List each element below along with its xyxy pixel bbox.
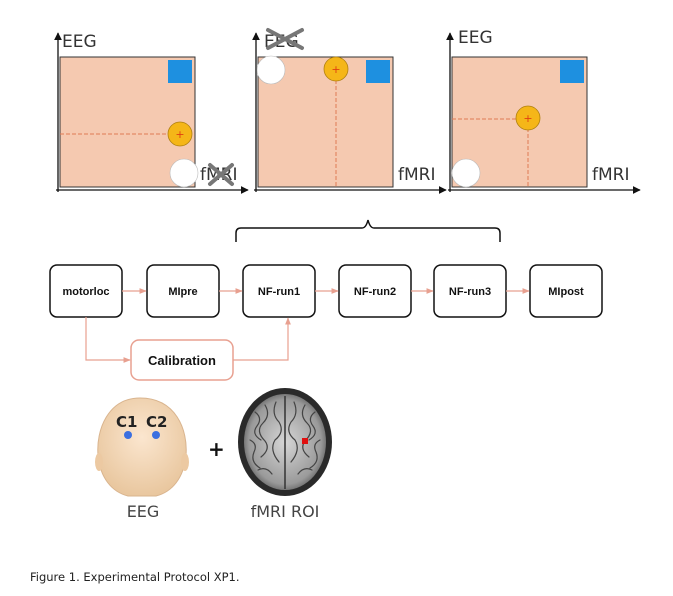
fmri-roi-marker (302, 438, 308, 444)
electrode-c1-label: C1 (116, 413, 137, 431)
calibration-arrows (85, 317, 291, 363)
panel-1: + EEG fMRI (54, 32, 249, 194)
brain-illustration (238, 388, 332, 496)
plus-sign: + (208, 437, 225, 461)
step-mipost-label: MIpost (548, 286, 584, 298)
panel-1-target-plus: + (175, 128, 184, 141)
panel-2-target-plus: + (331, 63, 340, 76)
calibration-step: Calibration (130, 339, 234, 381)
panel-3-y-label: EEG (458, 28, 493, 48)
step-nf-run3: NF-run3 (433, 264, 507, 318)
panel-2-white-circle (256, 55, 286, 85)
arrow-motorloc-calibration (85, 317, 131, 363)
panel-3-target-plus: + (523, 112, 532, 125)
head-right-ear (181, 453, 189, 471)
panel-3-blue-square (560, 60, 584, 83)
panel-2: + EEG fMRI (252, 28, 447, 194)
panel-1-blue-square (168, 60, 192, 83)
step-nf-run1-label: NF-run1 (258, 286, 300, 298)
electrode-c1-dot (124, 431, 132, 439)
figure-caption: Figure 1. Experimental Protocol XP1. (30, 570, 240, 584)
head-shape (97, 397, 187, 497)
step-mipost: MIpost (529, 264, 603, 318)
step-nf-run3-label: NF-run3 (449, 286, 491, 298)
step-nf-run1: NF-run1 (242, 264, 316, 318)
panel-1-x-label-cross (208, 163, 234, 186)
head-illustration: C1 C2 (95, 397, 189, 497)
nf-runs-brace (235, 219, 501, 242)
step-nf-run2-label: NF-run2 (354, 286, 396, 298)
electrode-c2-label: C2 (146, 413, 167, 431)
panel-3-target-circle (515, 105, 541, 131)
panel-1-white-circle (169, 158, 199, 188)
arrow-calibration-nfrun1 (233, 317, 291, 361)
panel-2-x-label: fMRI (398, 165, 435, 185)
step-mipre: MIpre (146, 264, 220, 318)
head-left-ear (95, 453, 103, 471)
electrode-c2-dot (152, 431, 160, 439)
panel-1-y-label: EEG (62, 32, 97, 52)
panel-2-target-circle (323, 56, 349, 82)
panel-2-y-label-cross (266, 28, 304, 50)
eeg-illustration-label: EEG (127, 502, 160, 521)
panel-3-x-label: fMRI (592, 165, 629, 185)
panel-2-blue-square (366, 60, 390, 83)
step-motorloc: motorloc (49, 264, 123, 318)
fmri-roi-label: fMRI ROI (251, 502, 320, 521)
panel-3-white-circle (451, 158, 481, 188)
step-nf-run2: NF-run2 (338, 264, 412, 318)
panel-3: + EEG fMRI (446, 28, 641, 194)
step-mipre-label: MIpre (168, 286, 197, 298)
calibration-label: Calibration (148, 353, 216, 368)
brain-gyri (249, 401, 321, 475)
step-motorloc-label: motorloc (62, 286, 109, 298)
panel-1-target-circle (167, 121, 193, 147)
